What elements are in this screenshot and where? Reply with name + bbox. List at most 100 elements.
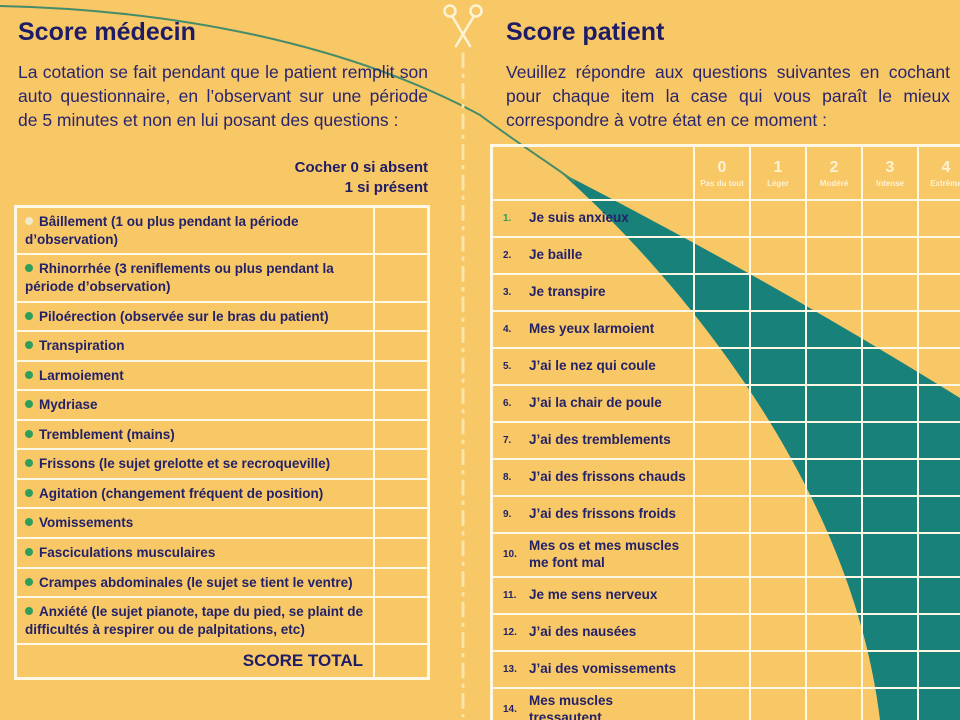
answer-checkbox-cell[interactable] — [749, 650, 807, 690]
table-row: Vomissements — [14, 507, 430, 539]
answer-checkbox-cell[interactable] — [861, 458, 919, 498]
answer-checkbox-cell[interactable] — [861, 347, 919, 387]
item-label: Je suis anxieux — [529, 210, 629, 226]
answer-checkbox-cell[interactable] — [805, 347, 863, 387]
answer-checkbox-cell[interactable] — [749, 199, 807, 239]
score-entry-cell[interactable] — [373, 536, 430, 569]
answer-checkbox-cell[interactable] — [693, 273, 751, 313]
answer-checkbox-cell[interactable] — [917, 236, 960, 276]
answer-checkbox-cell[interactable] — [749, 421, 807, 461]
score-total-entry-cell[interactable] — [373, 643, 430, 680]
score-entry-cell[interactable] — [373, 359, 430, 392]
answer-checkbox-cell[interactable] — [805, 310, 863, 350]
answer-checkbox-cell[interactable] — [805, 532, 863, 579]
answer-checkbox-cell[interactable] — [917, 347, 960, 387]
answer-checkbox-cell[interactable] — [917, 384, 960, 424]
answer-checkbox-cell[interactable] — [917, 199, 960, 239]
item-number: 9. — [503, 508, 512, 520]
answer-checkbox-cell[interactable] — [917, 687, 960, 720]
answer-checkbox-cell[interactable] — [693, 495, 751, 535]
answer-checkbox-cell[interactable] — [917, 421, 960, 461]
answer-checkbox-cell[interactable] — [861, 650, 919, 690]
physician-intro: La cotation se fait pendant que le patie… — [18, 62, 428, 130]
answer-checkbox-cell[interactable] — [749, 495, 807, 535]
answer-checkbox-cell[interactable] — [749, 687, 807, 720]
answer-checkbox-cell[interactable] — [749, 458, 807, 498]
answer-checkbox-cell[interactable] — [917, 613, 960, 653]
answer-checkbox-cell[interactable] — [805, 576, 863, 616]
answer-checkbox-cell[interactable] — [805, 384, 863, 424]
answer-checkbox-cell[interactable] — [861, 310, 919, 350]
score-entry-cell[interactable] — [373, 330, 430, 362]
answer-checkbox-cell[interactable] — [917, 458, 960, 498]
score-entry-cell[interactable] — [373, 418, 430, 451]
item-cell: 5. J’ai le nez qui coule — [490, 347, 695, 387]
answer-checkbox-cell[interactable] — [693, 199, 751, 239]
answer-checkbox-cell[interactable] — [805, 458, 863, 498]
answer-checkbox-cell[interactable] — [693, 650, 751, 690]
answer-checkbox-cell[interactable] — [749, 384, 807, 424]
answer-checkbox-cell[interactable] — [917, 310, 960, 350]
answer-checkbox-cell[interactable] — [861, 421, 919, 461]
score-entry-cell[interactable] — [373, 205, 430, 256]
answer-checkbox-cell[interactable] — [917, 650, 960, 690]
answer-checkbox-cell[interactable] — [693, 687, 751, 720]
answer-checkbox-cell[interactable] — [805, 236, 863, 276]
score-entry-cell[interactable] — [373, 477, 430, 510]
grade-label: Modéré — [819, 178, 849, 188]
answer-checkbox-cell[interactable] — [805, 613, 863, 653]
answer-checkbox-cell[interactable] — [805, 650, 863, 690]
answer-checkbox-cell[interactable] — [749, 310, 807, 350]
answer-checkbox-cell[interactable] — [749, 347, 807, 387]
bullet-icon — [25, 217, 33, 226]
answer-checkbox-cell[interactable] — [749, 532, 807, 579]
answer-checkbox-cell[interactable] — [693, 458, 751, 498]
answer-checkbox-cell[interactable] — [805, 273, 863, 313]
answer-checkbox-cell[interactable] — [693, 310, 751, 350]
header-corner-cell — [490, 144, 695, 202]
score-entry-cell[interactable] — [373, 507, 430, 539]
item-label: J’ai des tremblements — [529, 432, 671, 448]
item-number: 4. — [503, 323, 512, 335]
score-entry-cell[interactable] — [373, 596, 430, 646]
score-entry-cell[interactable] — [373, 448, 430, 480]
answer-checkbox-cell[interactable] — [693, 613, 751, 653]
answer-checkbox-cell[interactable] — [693, 532, 751, 579]
answer-checkbox-cell[interactable] — [693, 384, 751, 424]
answer-checkbox-cell[interactable] — [693, 236, 751, 276]
answer-checkbox-cell[interactable] — [861, 495, 919, 535]
item-number: 11. — [503, 589, 517, 601]
answer-checkbox-cell[interactable] — [861, 613, 919, 653]
symptom-cell: Larmoiement — [14, 359, 375, 392]
answer-checkbox-cell[interactable] — [749, 576, 807, 616]
answer-checkbox-cell[interactable] — [917, 576, 960, 616]
answer-checkbox-cell[interactable] — [749, 273, 807, 313]
answer-checkbox-cell[interactable] — [861, 273, 919, 313]
symptom-cell: Agitation (changement fréquent de positi… — [14, 477, 375, 510]
answer-checkbox-cell[interactable] — [749, 236, 807, 276]
score-entry-cell[interactable] — [373, 300, 430, 333]
item-label: Mes os et mes muscles me font mal — [529, 538, 680, 571]
answer-checkbox-cell[interactable] — [861, 687, 919, 720]
answer-checkbox-cell[interactable] — [805, 199, 863, 239]
answer-checkbox-cell[interactable] — [861, 576, 919, 616]
score-entry-cell[interactable] — [373, 566, 430, 599]
answer-checkbox-cell[interactable] — [805, 421, 863, 461]
answer-checkbox-cell[interactable] — [917, 495, 960, 535]
symptom-label: Vomissements — [39, 515, 134, 531]
score-entry-cell[interactable] — [373, 253, 430, 303]
answer-checkbox-cell[interactable] — [805, 495, 863, 535]
answer-checkbox-cell[interactable] — [805, 687, 863, 720]
answer-checkbox-cell[interactable] — [917, 273, 960, 313]
answer-checkbox-cell[interactable] — [917, 532, 960, 579]
answer-checkbox-cell[interactable] — [861, 384, 919, 424]
answer-checkbox-cell[interactable] — [693, 576, 751, 616]
grade-value: 4 — [941, 159, 951, 176]
answer-checkbox-cell[interactable] — [861, 236, 919, 276]
answer-checkbox-cell[interactable] — [693, 421, 751, 461]
answer-checkbox-cell[interactable] — [749, 613, 807, 653]
score-entry-cell[interactable] — [373, 389, 430, 421]
answer-checkbox-cell[interactable] — [693, 347, 751, 387]
answer-checkbox-cell[interactable] — [861, 532, 919, 579]
answer-checkbox-cell[interactable] — [861, 199, 919, 239]
